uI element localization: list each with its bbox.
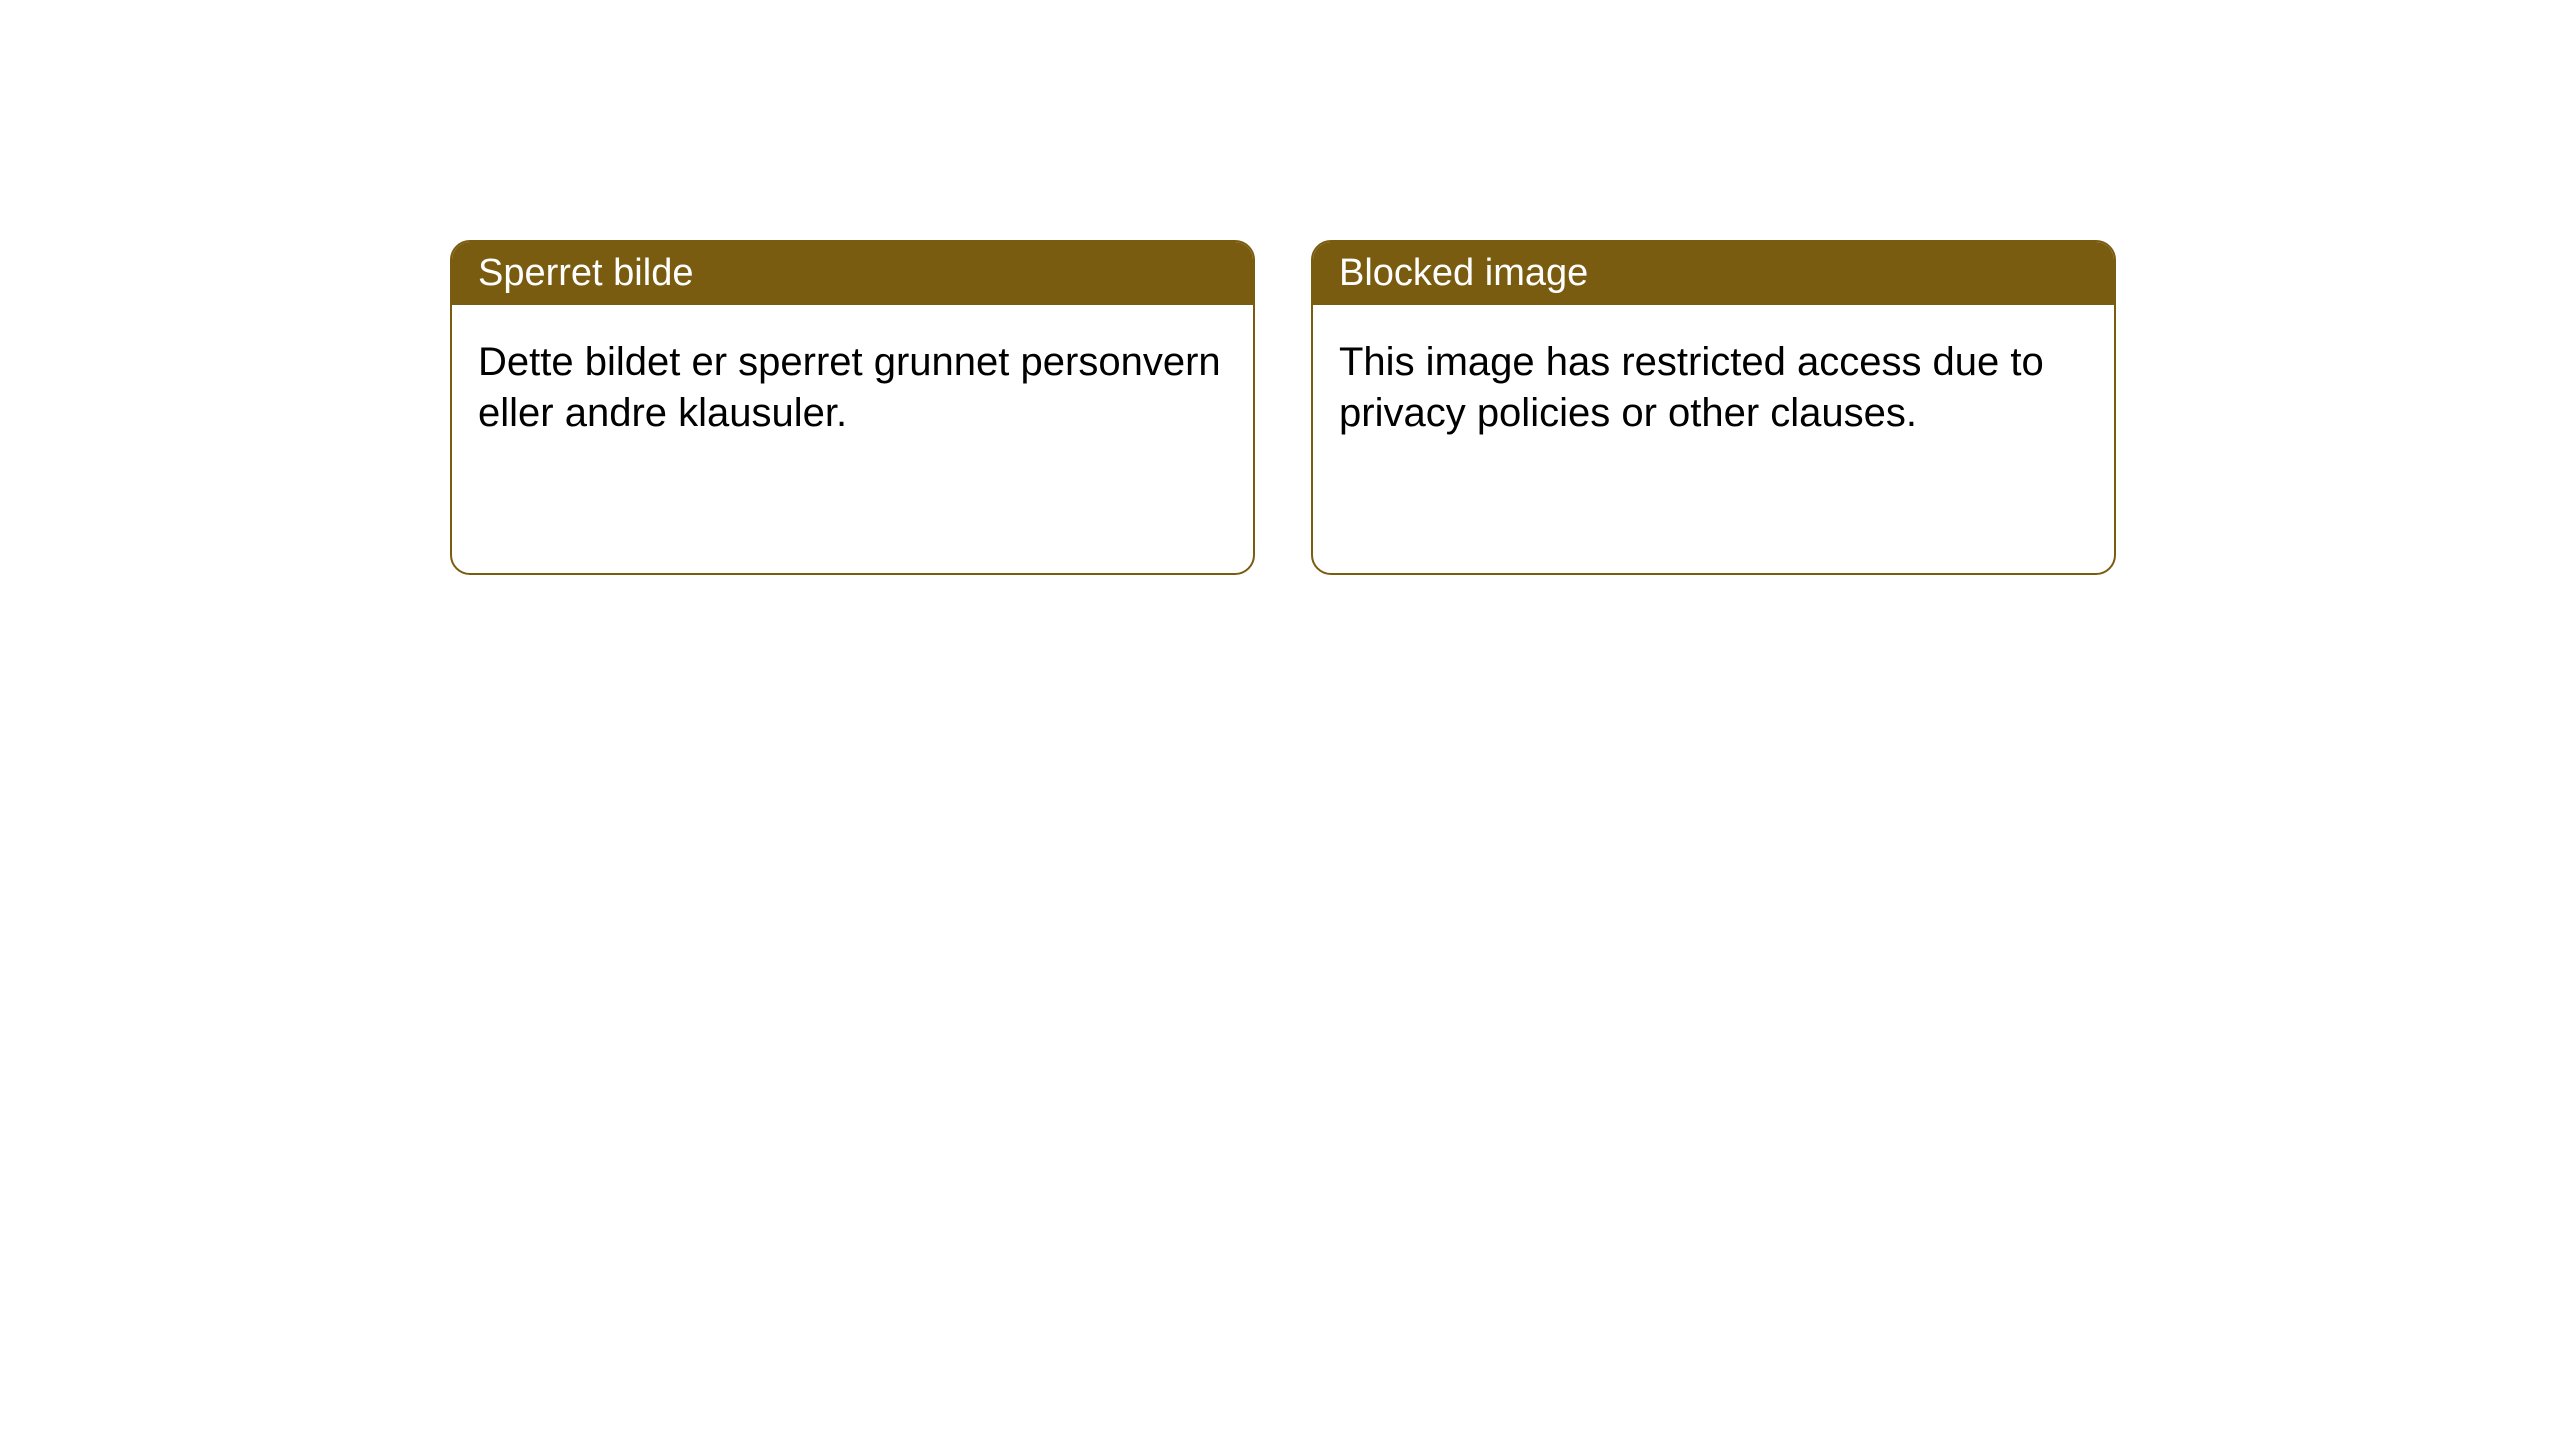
notice-card-english: Blocked image This image has restricted … — [1311, 240, 2116, 575]
card-header: Sperret bilde — [452, 242, 1253, 305]
notice-cards-container: Sperret bilde Dette bildet er sperret gr… — [0, 0, 2560, 575]
card-body: This image has restricted access due to … — [1313, 305, 2114, 471]
notice-card-norwegian: Sperret bilde Dette bildet er sperret gr… — [450, 240, 1255, 575]
card-body-text: This image has restricted access due to … — [1339, 340, 2044, 435]
card-body: Dette bildet er sperret grunnet personve… — [452, 305, 1253, 471]
card-title: Sperret bilde — [478, 252, 693, 294]
card-body-text: Dette bildet er sperret grunnet personve… — [478, 340, 1221, 435]
card-header: Blocked image — [1313, 242, 2114, 305]
card-title: Blocked image — [1339, 252, 1588, 294]
